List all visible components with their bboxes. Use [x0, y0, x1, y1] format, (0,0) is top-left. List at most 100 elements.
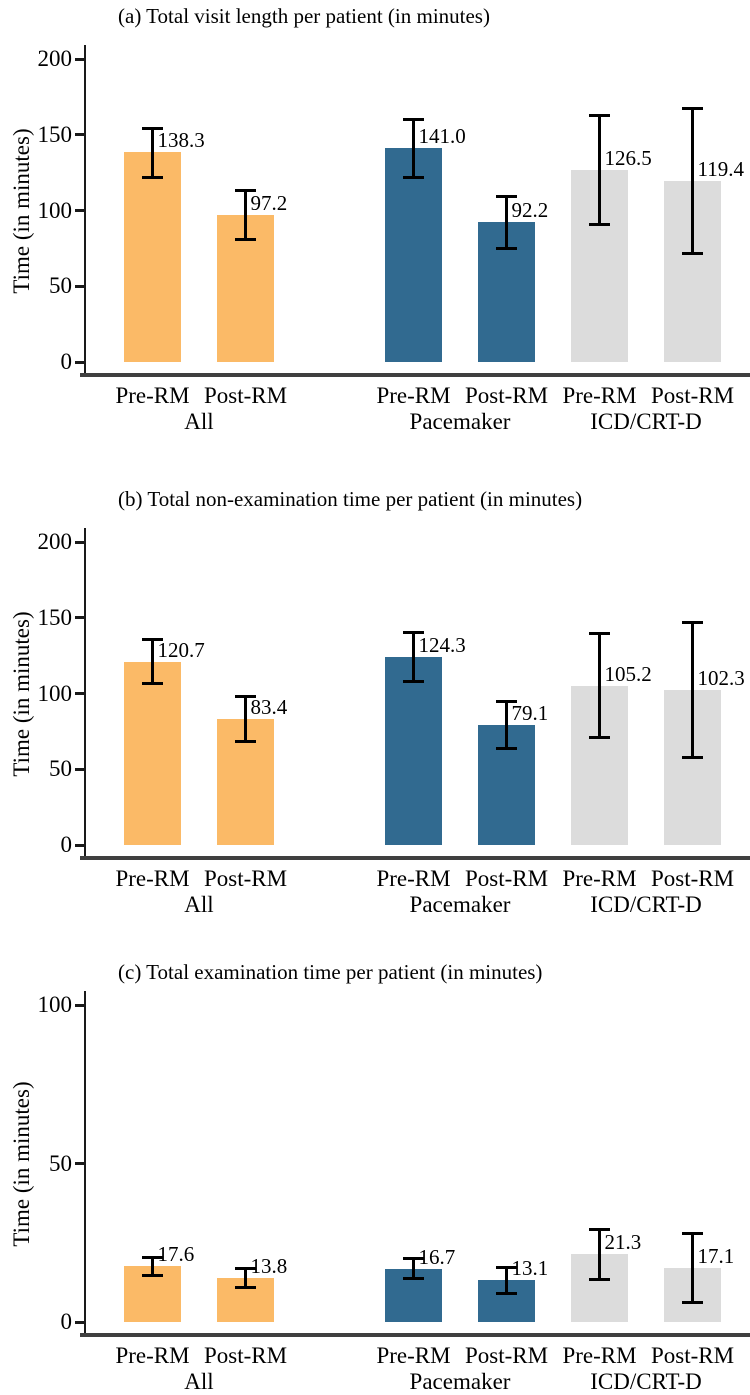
y-axis-line	[84, 528, 86, 860]
y-tick-mark	[75, 1004, 84, 1007]
y-tick-mark	[75, 133, 84, 136]
error-bar-cap-bottom	[403, 1277, 424, 1280]
bar-value-label: 97.2	[251, 191, 288, 215]
bar-value-label: 17.1	[698, 1244, 735, 1268]
y-tick-label: 0	[6, 832, 72, 858]
x-tick-label: Post-RM	[186, 383, 306, 409]
bar-value-label: 16.7	[419, 1245, 456, 1269]
y-tick-mark	[75, 768, 84, 771]
error-bar-line	[151, 638, 154, 685]
y-tick-label: 200	[6, 529, 72, 555]
error-bar-line	[598, 632, 601, 739]
x-tick-label: Post-RM	[633, 383, 750, 409]
y-tick-mark	[75, 285, 84, 288]
error-bar-cap-top	[589, 114, 610, 117]
bar-value-label: 119.4	[698, 157, 744, 181]
error-bar-line	[691, 1232, 694, 1304]
y-tick-mark	[75, 541, 84, 544]
x-group-label: Pacemaker	[380, 1369, 540, 1395]
error-bar-cap-bottom	[403, 176, 424, 179]
bar-value-label: 13.8	[251, 1254, 288, 1278]
error-bar-cap-bottom	[403, 680, 424, 683]
y-tick-mark	[75, 692, 84, 695]
error-bar-cap-bottom	[682, 756, 703, 759]
y-tick-label: 0	[6, 349, 72, 375]
x-axis-line	[80, 1333, 750, 1337]
error-bar-cap-bottom	[235, 238, 256, 241]
chart-panel: (c) Total examination time per patient (…	[0, 956, 750, 1386]
chart-panel: (a) Total visit length per patient (in m…	[0, 0, 750, 483]
x-group-label: All	[119, 409, 279, 435]
x-tick-label: Post-RM	[633, 1343, 750, 1369]
error-bar-cap-top	[682, 107, 703, 110]
error-bar-cap-top	[403, 118, 424, 121]
error-bar-line	[151, 127, 154, 179]
bar-value-label: 13.1	[512, 1256, 549, 1280]
error-bar-cap-bottom	[589, 223, 610, 226]
error-bar-line	[244, 189, 247, 241]
y-tick-label: 50	[6, 273, 72, 299]
error-bar-line	[691, 621, 694, 760]
error-bar-cap-bottom	[589, 736, 610, 739]
y-tick-mark	[75, 1321, 84, 1324]
bar-value-label: 105.2	[605, 662, 652, 686]
y-tick-mark	[75, 58, 84, 61]
error-bar-cap-bottom	[496, 747, 517, 750]
error-bar-line	[412, 118, 415, 179]
error-bar-cap-bottom	[142, 1274, 163, 1277]
y-tick-label: 100	[6, 681, 72, 707]
bar-value-label: 92.2	[512, 198, 549, 222]
y-tick-label: 0	[6, 1309, 72, 1335]
error-bar-cap-top	[682, 621, 703, 624]
bar	[124, 152, 181, 362]
y-tick-label: 50	[6, 756, 72, 782]
error-bar-line	[505, 1266, 508, 1295]
bar	[124, 662, 181, 845]
error-bar-line	[244, 695, 247, 743]
bar-value-label: 138.3	[158, 128, 205, 152]
error-bar-line	[505, 700, 508, 750]
x-group-label: Pacemaker	[380, 409, 540, 435]
chart-panel: (b) Total non-examination time per patie…	[0, 483, 750, 956]
x-group-label: ICD/CRT-D	[566, 1369, 726, 1395]
error-bar-line	[505, 195, 508, 250]
error-bar-cap-top	[682, 1232, 703, 1235]
y-tick-mark	[75, 844, 84, 847]
y-tick-mark	[75, 1162, 84, 1165]
error-bar-cap-bottom	[682, 252, 703, 255]
y-tick-label: 150	[6, 122, 72, 148]
y-axis-line	[84, 991, 86, 1337]
x-tick-label: Post-RM	[186, 866, 306, 892]
bar-value-label: 102.3	[698, 666, 745, 690]
error-bar-line	[598, 1228, 601, 1282]
chart-title: (c) Total examination time per patient (…	[118, 960, 542, 985]
y-tick-mark	[75, 361, 84, 364]
error-bar-cap-top	[589, 632, 610, 635]
error-bar-cap-bottom	[589, 1278, 610, 1281]
x-group-label: ICD/CRT-D	[566, 892, 726, 918]
y-tick-label: 100	[6, 992, 72, 1018]
bar-value-label: 124.3	[419, 633, 466, 657]
error-bar-cap-bottom	[682, 1301, 703, 1304]
error-bar-cap-bottom	[496, 247, 517, 250]
y-tick-label: 150	[6, 605, 72, 631]
error-bar-cap-bottom	[142, 176, 163, 179]
y-tick-mark	[75, 209, 84, 212]
error-bar-cap-top	[496, 195, 517, 198]
x-tick-label: Post-RM	[633, 866, 750, 892]
y-tick-label: 50	[6, 1151, 72, 1177]
x-tick-label: Post-RM	[186, 1343, 306, 1369]
bar	[385, 148, 442, 362]
bar-value-label: 141.0	[419, 124, 466, 148]
bar-value-label: 21.3	[605, 1230, 642, 1254]
bar-value-label: 79.1	[512, 701, 549, 725]
bar	[385, 657, 442, 845]
error-bar-line	[598, 114, 601, 226]
chart-title: (b) Total non-examination time per patie…	[118, 487, 582, 512]
y-tick-mark	[75, 616, 84, 619]
error-bar-cap-bottom	[235, 740, 256, 743]
error-bar-line	[412, 631, 415, 683]
y-tick-label: 100	[6, 198, 72, 224]
y-tick-label: 200	[6, 46, 72, 72]
x-group-label: Pacemaker	[380, 892, 540, 918]
